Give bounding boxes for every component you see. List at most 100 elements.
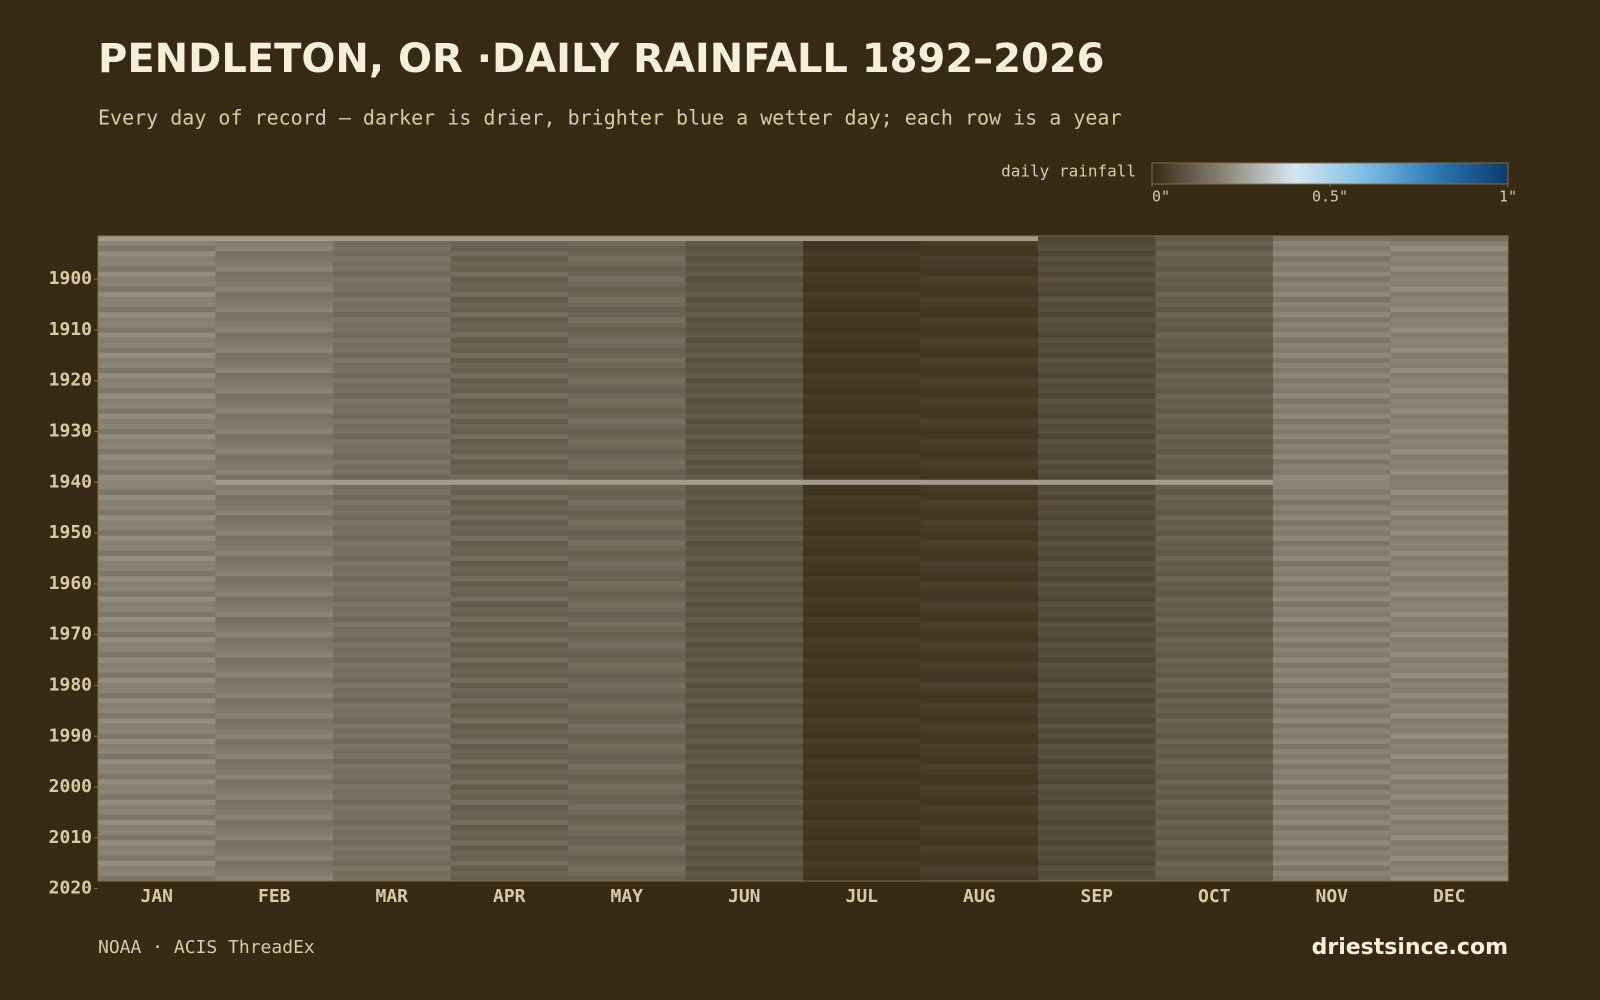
cell: [803, 322, 921, 328]
cell: [450, 830, 569, 836]
cell: [1155, 764, 1274, 770]
cell: [803, 713, 921, 719]
cell: [450, 555, 569, 562]
cell: [215, 398, 334, 404]
cell: [333, 586, 451, 592]
cell: [920, 794, 1039, 801]
cell: [1038, 413, 1156, 420]
cell: [1038, 281, 1156, 288]
cell: [568, 505, 686, 511]
cell: [1155, 347, 1274, 354]
cell: [215, 505, 334, 511]
cell: [685, 459, 804, 465]
cell: [568, 840, 686, 846]
cell: [215, 510, 334, 516]
cell: [1390, 855, 1509, 861]
cell: [568, 682, 686, 689]
cell: [215, 596, 334, 602]
cell: [685, 550, 804, 557]
cell: [685, 799, 804, 806]
x-tick-label: OCT: [1198, 886, 1231, 907]
cell: [98, 693, 216, 699]
cell: [685, 875, 804, 882]
cell: [568, 713, 686, 719]
cell: [333, 733, 451, 740]
cell: [920, 469, 1039, 476]
cell: [1155, 398, 1274, 404]
cell: [450, 281, 569, 288]
cell: [1273, 642, 1391, 648]
cell: [803, 291, 921, 298]
cell: [333, 535, 451, 542]
cell: [803, 561, 921, 567]
cell: [333, 713, 451, 719]
cell: [685, 454, 804, 460]
cell: [685, 809, 804, 816]
cell: [1038, 459, 1156, 465]
cell: [568, 332, 686, 338]
cell: [1273, 398, 1391, 404]
cell: [98, 672, 216, 679]
cell: [568, 820, 686, 826]
cell: [1273, 373, 1391, 379]
cell: [1155, 545, 1274, 552]
cell: [450, 423, 569, 430]
cell: [333, 281, 451, 288]
cell: [1273, 464, 1391, 470]
cell: [685, 738, 804, 745]
cell: [215, 393, 334, 399]
cell: [920, 474, 1039, 481]
cell: [450, 647, 569, 653]
cell: [1390, 525, 1509, 531]
cell: [98, 774, 216, 780]
cell: [685, 500, 804, 506]
cell: [803, 703, 921, 709]
cell: [803, 454, 921, 460]
cell: [1390, 698, 1509, 704]
cell: [1273, 774, 1391, 780]
cell: [98, 723, 216, 729]
cell: [215, 794, 334, 801]
cell: [568, 809, 686, 816]
cell: [568, 362, 686, 369]
cell: [803, 352, 921, 359]
cell: [98, 733, 216, 740]
cell: [98, 444, 216, 450]
cell: [98, 378, 216, 384]
cell: [450, 774, 569, 780]
cell: [1038, 368, 1156, 374]
cell: [333, 479, 451, 486]
cell: [333, 662, 451, 668]
cell: [685, 555, 804, 562]
cell: [803, 733, 921, 740]
cell: [1390, 596, 1509, 602]
cell: [568, 236, 686, 242]
cell: [920, 286, 1039, 293]
cell: [450, 621, 569, 628]
cell: [1038, 373, 1156, 379]
cell: [450, 357, 569, 364]
cell: [1038, 835, 1156, 841]
cell: [1273, 337, 1391, 343]
cell: [1273, 754, 1391, 760]
cell: [568, 586, 686, 592]
cell: [1273, 271, 1391, 277]
cell: [685, 312, 804, 318]
cell: [333, 581, 451, 587]
x-tick-label: MAY: [610, 886, 643, 907]
cell: [803, 495, 921, 501]
cell: [1038, 241, 1156, 247]
cell: [333, 865, 451, 872]
cell: [685, 637, 804, 643]
cell: [1390, 291, 1509, 298]
cell: [1038, 393, 1156, 399]
cell: [215, 830, 334, 836]
cell: [1155, 799, 1274, 806]
cell: [803, 611, 921, 618]
cell: [450, 469, 569, 476]
cell: [98, 550, 216, 557]
cell: [450, 500, 569, 506]
cell: [1038, 520, 1156, 526]
cell: [1038, 434, 1156, 440]
